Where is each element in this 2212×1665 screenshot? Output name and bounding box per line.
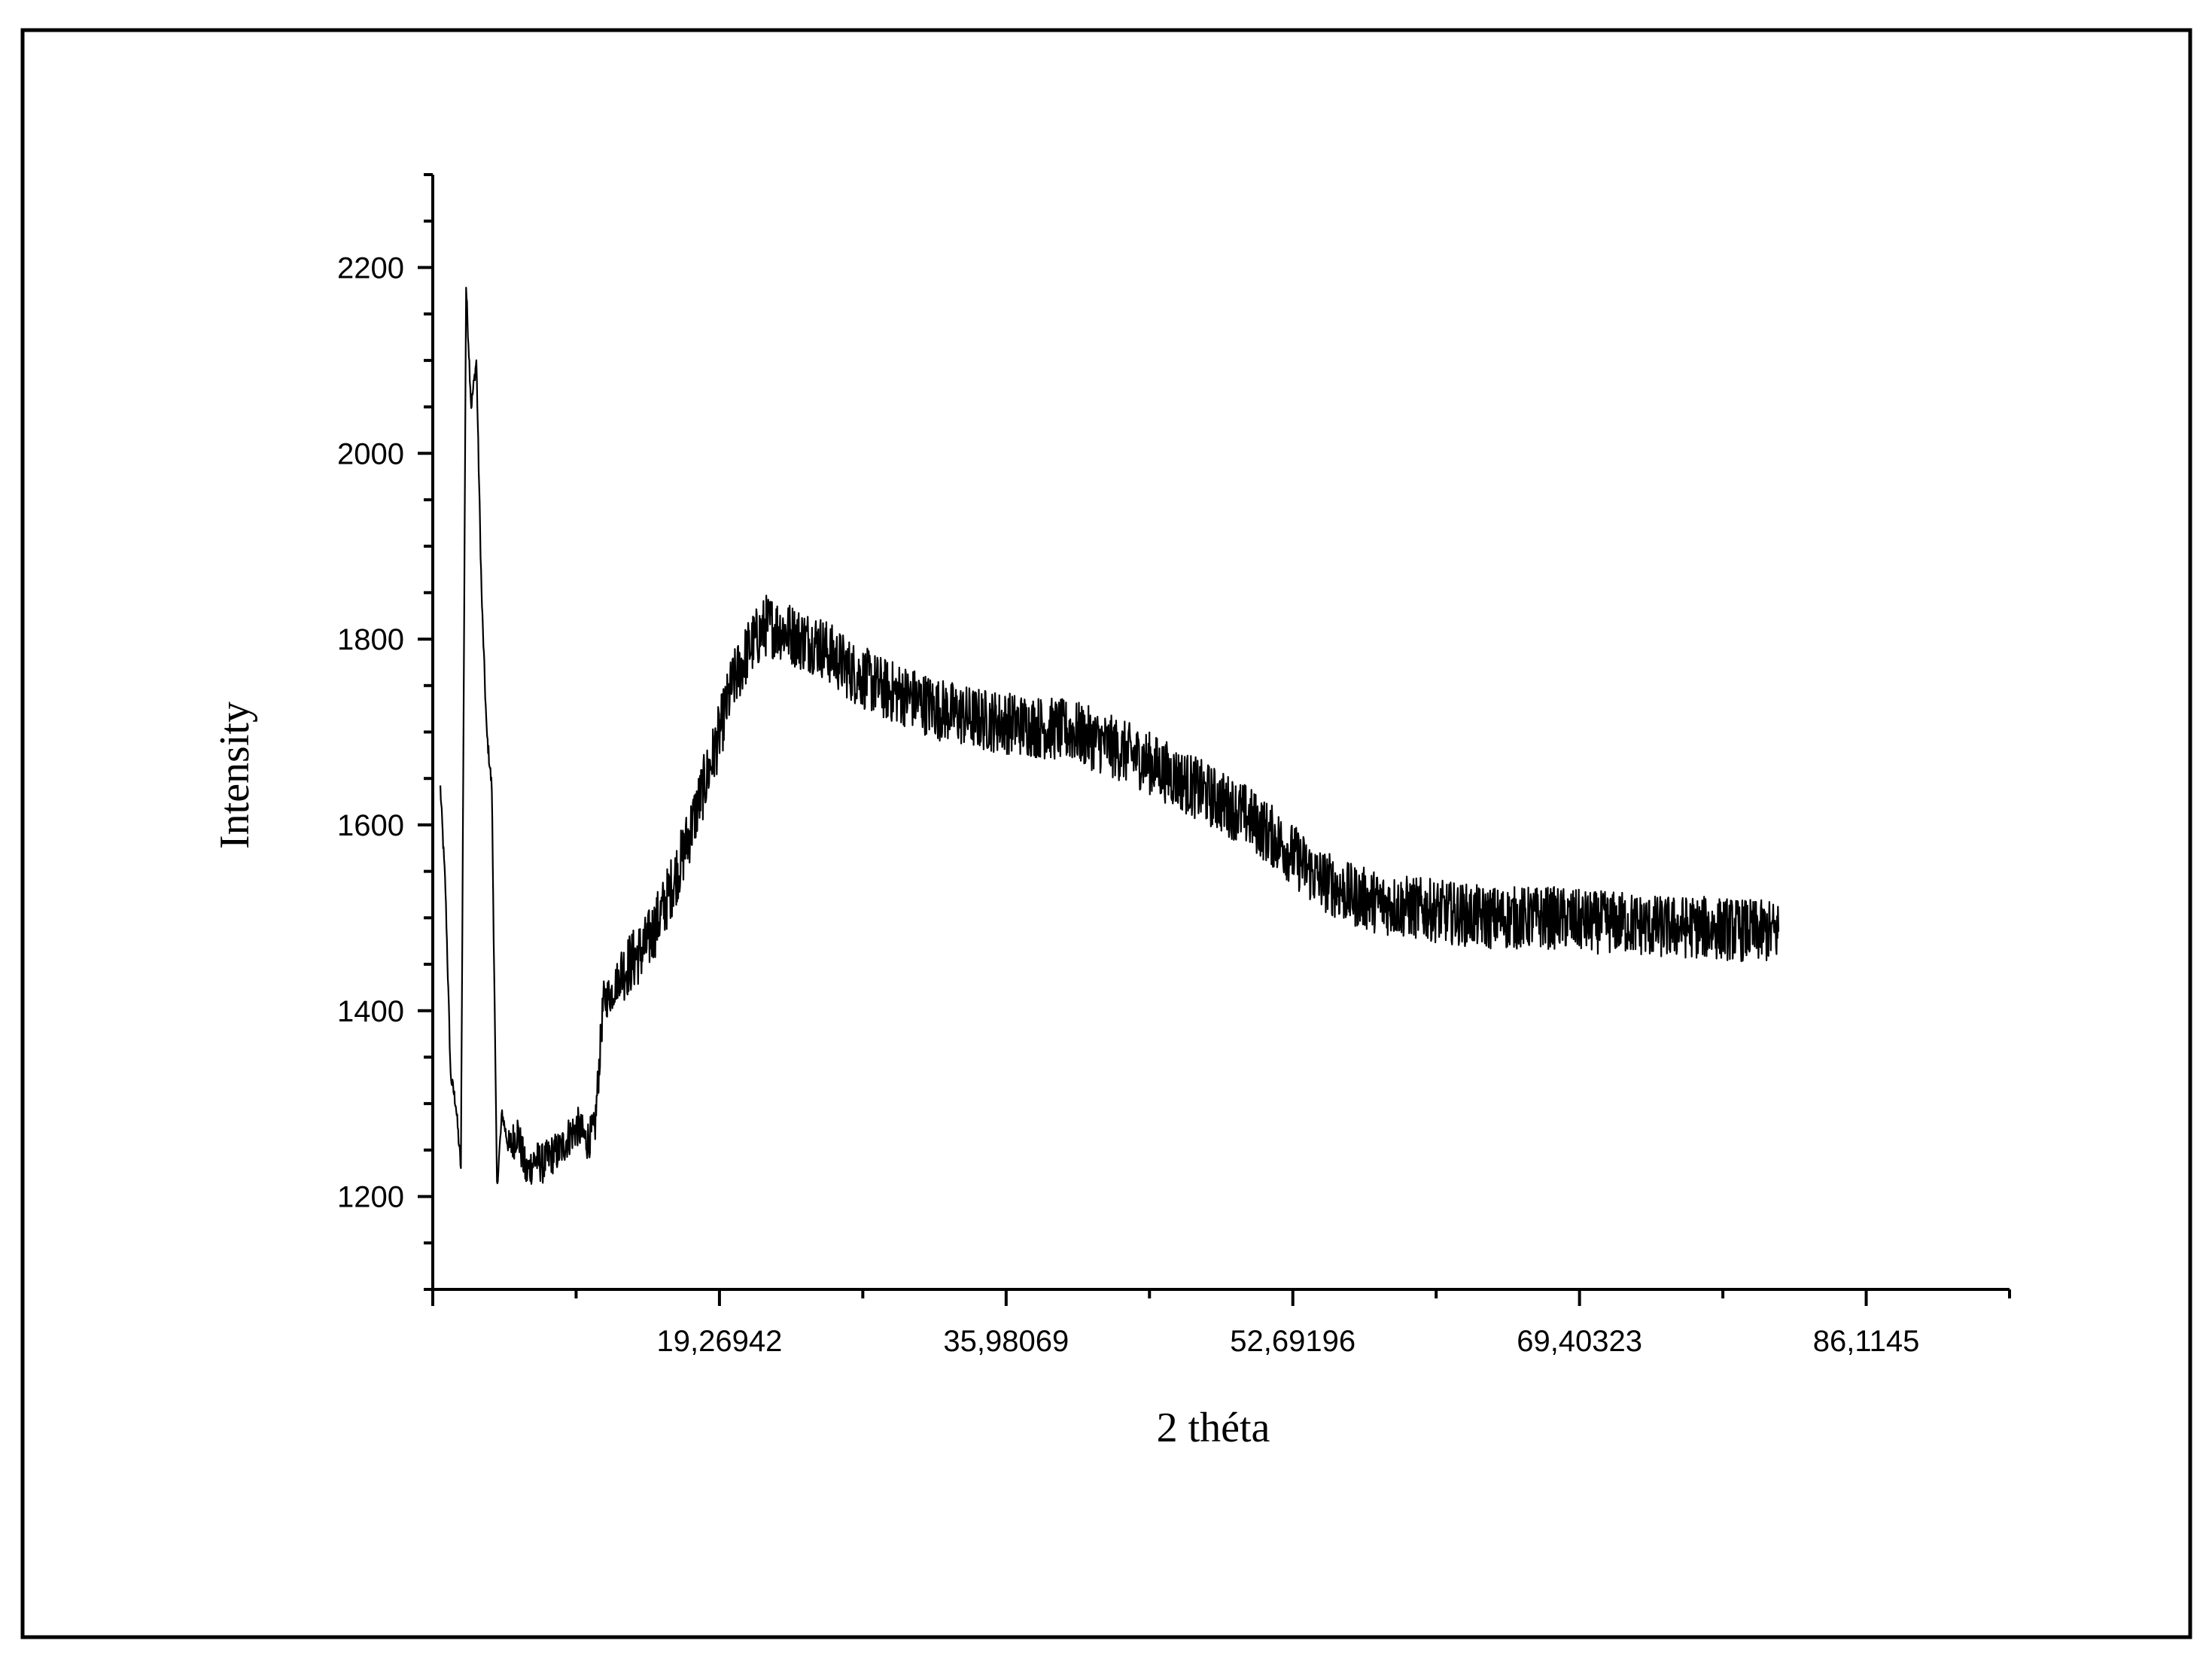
series-line xyxy=(440,287,1780,1186)
y-tick-label: 1800 xyxy=(337,623,404,656)
plot-area xyxy=(440,287,1780,1186)
x-tick-label: 35,98069 xyxy=(943,1325,1069,1358)
y-tick-label: 2200 xyxy=(337,251,404,285)
x-axis-title: 2 théta xyxy=(1157,1405,1270,1451)
ticks: 1200 1400 1600 1800 2000 2200 19,26942 35,98069… xyxy=(337,173,2012,1358)
x-tick-label: 52,69196 xyxy=(1230,1325,1355,1358)
y-tick-label: 1400 xyxy=(337,995,404,1028)
x-tick-label: 86,1145 xyxy=(1813,1325,1920,1358)
y-tick-label: 2000 xyxy=(337,437,404,470)
figure-border xyxy=(20,28,2192,1639)
y-axis-title: Intensity xyxy=(211,702,258,849)
x-tick-label: 69,40323 xyxy=(1517,1325,1642,1358)
y-tick-label: 1600 xyxy=(337,809,404,842)
x-tick-label: 19,26942 xyxy=(656,1325,782,1358)
y-tick-label: 1200 xyxy=(337,1181,404,1214)
